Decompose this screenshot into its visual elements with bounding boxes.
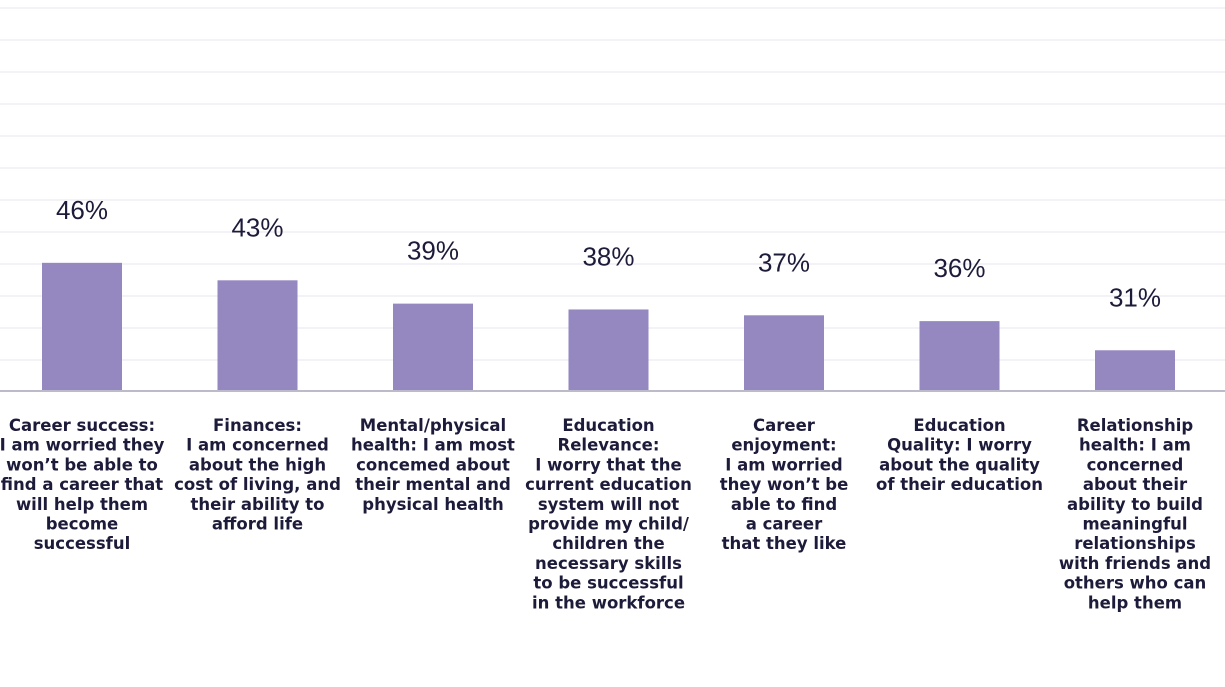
category-label-line: I am concerned: [186, 436, 329, 455]
category-label-line: Career: [753, 416, 816, 435]
category-label-line: a career: [746, 515, 823, 534]
category-label-line: enjoyment:: [731, 436, 836, 455]
category-label-line: with friends and: [1059, 554, 1211, 573]
bar-value-label: 43%: [231, 212, 283, 242]
category-label-line: concemed about: [356, 455, 510, 474]
bar-value-label: 38%: [582, 241, 634, 271]
category-label-line: concerned: [1087, 455, 1184, 474]
category-label-line: they won’t be: [720, 475, 849, 494]
category-label-line: their mental and: [355, 475, 511, 494]
category-label-line: current education: [525, 475, 692, 494]
category-label: Finances: I am concerned about the high cos…: [174, 416, 341, 534]
category-label-line: physical health: [362, 495, 503, 514]
category-label-line: Relationship: [1077, 416, 1194, 435]
category-label: Career enjoyment: I am worried they won’t b…: [720, 416, 849, 553]
bar: [42, 262, 122, 391]
category-label-line: children the: [552, 534, 664, 553]
category-label-line: become: [46, 515, 119, 534]
bar-value-label: 31%: [1109, 282, 1161, 312]
category-label-line: will help them: [16, 495, 148, 514]
category-label-line: necessary skills: [535, 554, 682, 573]
category-label-line: Mental/physical: [360, 416, 506, 435]
category-label: Education Quality: I worry about the quali…: [876, 416, 1043, 494]
category-label-line: able to find: [731, 495, 837, 514]
category-label-line: Career success:: [9, 416, 155, 435]
category-label: Education Relevance: I worry that the curre…: [525, 416, 692, 612]
category-label-line: help them: [1088, 593, 1182, 612]
category-label-line: afford life: [212, 515, 303, 534]
category-label-line: about the quality: [879, 455, 1040, 474]
category-labels: Career success: I am worried they won’t be…: [0, 416, 1211, 612]
category-label-line: I worry that the: [535, 455, 681, 474]
bar-value-label: 37%: [758, 247, 810, 277]
value-labels: 46% 43% 39% 38% 37% 36% 31%: [56, 195, 1161, 312]
category-label: Relationship health: I am concerned about t…: [1059, 416, 1211, 612]
category-label-line: others who can: [1064, 574, 1207, 593]
category-label-line: Relevance:: [558, 436, 660, 455]
category-label-line: Finances:: [213, 416, 302, 435]
category-label: Career success: I am worried they won’t be…: [0, 416, 165, 553]
bar-value-label: 36%: [933, 253, 985, 283]
category-label-line: about their: [1083, 475, 1188, 494]
category-label-line: that they like: [722, 534, 847, 553]
bar: [217, 280, 298, 391]
bar: [568, 309, 649, 391]
category-label-line: find a career that: [1, 475, 163, 494]
category-label-line: meaningful: [1082, 515, 1187, 534]
bar: [1095, 350, 1175, 391]
category-label-line: relationships: [1074, 534, 1196, 553]
gridlines: [0, 7, 1225, 361]
category-label-line: about the high: [189, 455, 326, 474]
category-label-line: Education: [562, 416, 654, 435]
category-label-line: health: I am most: [351, 436, 515, 455]
bar: [919, 321, 1000, 391]
category-label: Mental/physical health: I am most concemed…: [351, 416, 515, 514]
category-label-line: ability to build: [1067, 495, 1203, 514]
category-label-line: provide my child/: [528, 515, 690, 534]
bars: [42, 262, 1175, 391]
bar-value-label: 46%: [56, 195, 108, 225]
category-label-line: system will not: [538, 495, 679, 514]
category-label-line: Education: [913, 416, 1005, 435]
category-label-line: to be successful: [533, 574, 683, 593]
bar-value-label: 39%: [407, 236, 459, 266]
category-label-line: their ability to: [191, 495, 325, 514]
bar: [393, 303, 473, 391]
bar: [744, 315, 824, 391]
category-label-line: won’t be able to: [6, 455, 158, 474]
category-label-line: successful: [34, 534, 131, 553]
category-label-line: I am worried they: [0, 436, 165, 455]
category-label-line: cost of living, and: [174, 475, 341, 494]
category-label-line: in the workforce: [532, 593, 685, 612]
category-label-line: of their education: [876, 475, 1043, 494]
category-label-line: health: I am: [1079, 436, 1191, 455]
category-label-line: I am worried: [725, 455, 842, 474]
category-label-line: Quality: I worry: [887, 436, 1032, 455]
